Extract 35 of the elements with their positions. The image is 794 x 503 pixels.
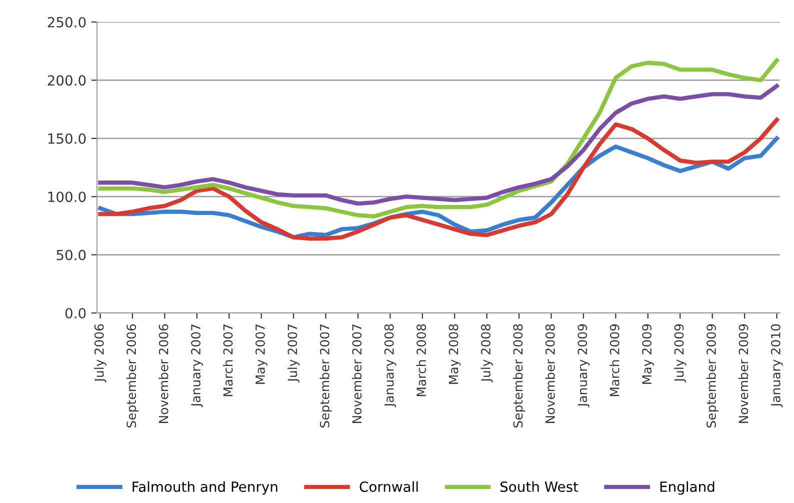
x-tick-label: November 2008	[545, 324, 555, 424]
line-series	[98, 58, 779, 218]
x-tick-label: March 2007	[223, 324, 233, 396]
legend-label: England	[660, 481, 714, 495]
y-tick-label: 200.0	[48, 75, 86, 86]
x-tick-label: March 2008	[416, 324, 426, 396]
legend-label: South West	[500, 481, 578, 492]
legend-label: Falmouth and Penryn	[132, 481, 278, 495]
x-tick-label: July 2008	[480, 324, 493, 382]
x-tick-label: May 2008	[448, 324, 461, 384]
x-tick-label: July 2009	[674, 324, 686, 382]
line-series	[98, 118, 779, 241]
x-tick-label: September 2007	[320, 324, 332, 428]
x-tick-label: May 2009	[642, 324, 654, 384]
x-tick-label: January 2007	[191, 324, 203, 408]
line-series	[98, 84, 779, 206]
y-tick-label: 250.0	[48, 16, 86, 28]
x-tick-label: January 2009	[578, 324, 590, 408]
x-tick-label: July 2007	[287, 324, 300, 382]
x-tick-label: January 2008	[384, 324, 396, 408]
x-tick-label: November 2007	[352, 324, 362, 424]
x-tick-label: July 2006	[94, 324, 106, 382]
x-tick-label: November 2006	[158, 324, 168, 424]
y-tick-label: 50.0	[56, 250, 86, 260]
x-tick-label: September 2008	[512, 324, 526, 428]
x-tick-label: March 2009	[610, 324, 620, 396]
x-tick-label: September 2006	[126, 324, 138, 428]
x-tick-label: January 2010	[770, 324, 783, 408]
y-tick-label: 0.0	[65, 308, 86, 318]
legend-label: Cornwall	[360, 481, 418, 492]
x-tick-label: May 2007	[255, 324, 268, 384]
y-tick-label: 100.0	[48, 192, 86, 202]
x-tick-label: November 2009	[738, 324, 748, 424]
x-tick-label: September 2009	[706, 324, 718, 428]
y-tick-label: 150.0	[48, 133, 86, 144]
